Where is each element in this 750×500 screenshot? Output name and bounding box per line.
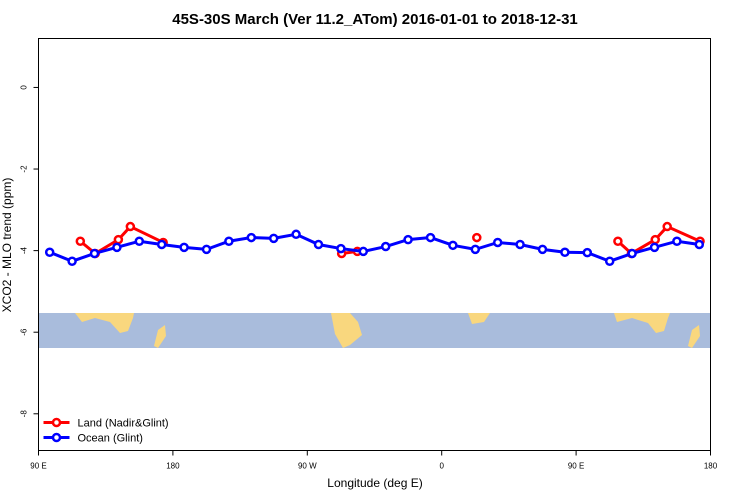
point (134, 236, 145, 246)
africa (468, 313, 490, 324)
legend-label: Ocean (Glint) (78, 433, 143, 445)
point (75, 236, 86, 246)
x-tick-label: 90 E (568, 462, 584, 471)
map-band (39, 313, 710, 348)
point (472, 232, 482, 243)
point (560, 247, 570, 258)
y-tick-label: 0 (20, 85, 29, 90)
legend-marker (51, 417, 62, 428)
point (672, 236, 682, 246)
point (44, 247, 55, 258)
australia (614, 313, 670, 333)
point (694, 239, 705, 250)
point (492, 237, 503, 248)
point (313, 239, 324, 250)
point (448, 240, 458, 251)
ocean-map (39, 313, 710, 348)
series-line (49, 232, 700, 263)
y-tick-label: -6 (20, 328, 29, 336)
point (179, 242, 189, 253)
x-tick-label: 90 E (30, 462, 46, 471)
point (246, 232, 257, 243)
point (650, 234, 660, 245)
point (291, 229, 301, 240)
point (380, 241, 391, 252)
x-tick-label: 90 W (298, 462, 317, 471)
y-axis-label: XCO2 - MLO trend (ppm) (0, 178, 14, 313)
series-line (79, 224, 701, 256)
point (662, 221, 672, 232)
point (358, 246, 369, 257)
new-zealand (154, 325, 166, 348)
point (125, 221, 136, 232)
x-tick-label: 180 (704, 462, 718, 471)
point (224, 236, 234, 246)
point (537, 244, 548, 255)
x-tick-label: 0 (439, 462, 444, 471)
point (201, 244, 212, 255)
point (403, 234, 413, 245)
legend-label: Land (Nadir&Glint) (78, 418, 169, 430)
point (156, 239, 167, 250)
y-tick-label: -2 (20, 165, 29, 173)
point (627, 248, 637, 259)
south-america (331, 313, 362, 348)
point (89, 248, 100, 259)
point (604, 256, 615, 266)
point (67, 256, 77, 266)
x-tick-label: 180 (166, 462, 180, 471)
point (649, 242, 660, 253)
legend-marker (51, 432, 62, 443)
australia (75, 313, 134, 333)
point (425, 232, 436, 243)
point (515, 239, 525, 250)
point (268, 233, 279, 244)
new-zealand (688, 325, 700, 348)
point (336, 243, 346, 254)
y-tick-label: -4 (20, 247, 29, 255)
chart-title: 45S-30S March (Ver 11.2_ATom) 2016-01-01… (172, 11, 578, 28)
point (582, 247, 593, 258)
point (613, 236, 623, 246)
plot-frame (38, 38, 711, 451)
point (112, 242, 122, 253)
x-axis-label: Longitude (deg E) (327, 476, 422, 490)
y-tick-label: -8 (20, 410, 29, 418)
point (113, 234, 124, 245)
point (470, 244, 481, 255)
